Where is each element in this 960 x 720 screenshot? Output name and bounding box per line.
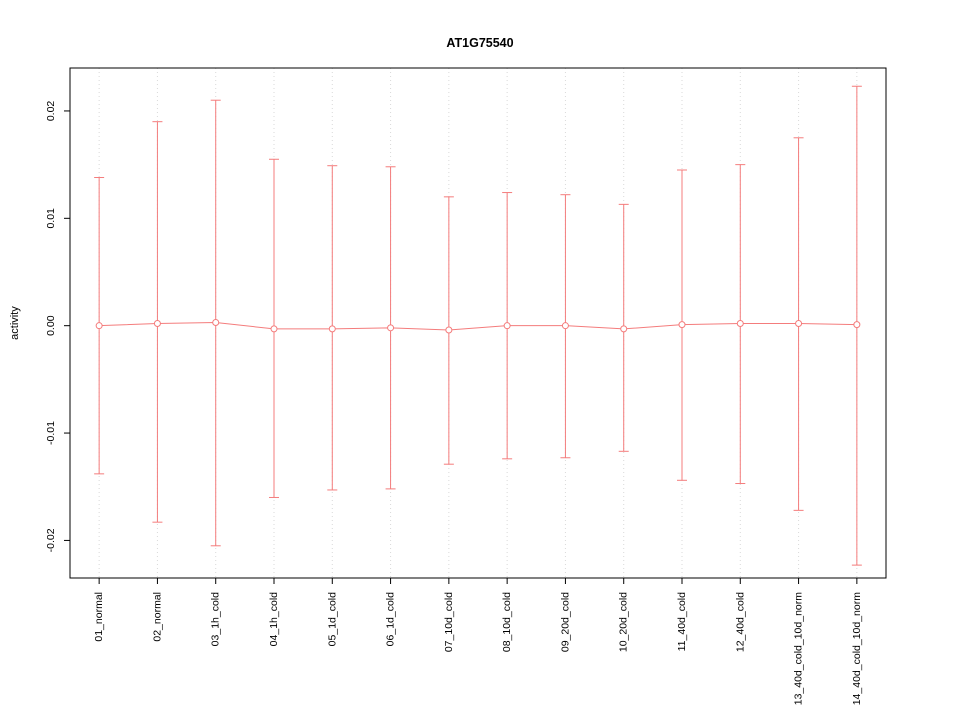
x-tick-label: 03_1h_cold bbox=[210, 592, 222, 646]
y-axis-label: activity bbox=[9, 306, 21, 340]
mean-point bbox=[503, 322, 511, 330]
mean-point bbox=[736, 320, 744, 328]
mean-point bbox=[853, 321, 861, 329]
mean-point bbox=[95, 322, 103, 330]
y-tick-label: 0.01 bbox=[45, 208, 57, 229]
y-tick-label: 0.00 bbox=[45, 315, 57, 336]
x-tick-label: 05_1d_cold bbox=[326, 592, 338, 646]
mean-point bbox=[678, 321, 686, 329]
tick-labels: -0.02 -0.01 0.00 0.01 0.02 01_normal 02_normal… bbox=[45, 101, 863, 706]
mean-point bbox=[328, 325, 336, 333]
y-tick-label: -0.01 bbox=[45, 421, 57, 445]
mean-point bbox=[620, 325, 628, 333]
y-tick-label: -0.02 bbox=[45, 528, 57, 552]
x-tick-label: 14_40d_cold_10d_norm bbox=[851, 592, 863, 706]
mean-point bbox=[153, 320, 161, 328]
mean-point bbox=[445, 326, 453, 334]
axes bbox=[64, 67, 887, 584]
mean-point bbox=[561, 322, 569, 330]
mean-point bbox=[387, 324, 395, 332]
x-tick-label: 07_10d_cold bbox=[443, 592, 455, 652]
data-series bbox=[94, 85, 862, 566]
x-tick-label: 02_normal bbox=[151, 592, 163, 642]
x-tick-label: 08_10d_cold bbox=[501, 592, 513, 652]
x-tick-label: 04_1h_cold bbox=[268, 592, 280, 646]
x-tick-label: 06_1d_cold bbox=[385, 592, 397, 646]
plot-border bbox=[69, 67, 887, 579]
x-tick-label: 01_normal bbox=[93, 592, 105, 642]
x-tick-label: 11_40d_cold bbox=[676, 592, 688, 652]
x-tick-label: 09_20d_cold bbox=[559, 592, 571, 652]
chart-title: AT1G75540 bbox=[446, 36, 513, 50]
x-tick-label: 10_20d_cold bbox=[618, 592, 630, 652]
mean-point bbox=[212, 318, 220, 326]
x-tick-label: 13_40d_cold_10d_norm bbox=[793, 592, 805, 706]
x-tick-label: 12_40d_cold bbox=[734, 592, 746, 652]
mean-point bbox=[795, 320, 803, 328]
y-tick-label: 0.02 bbox=[45, 101, 57, 122]
mean-line bbox=[99, 321, 857, 331]
mean-point bbox=[270, 325, 278, 333]
